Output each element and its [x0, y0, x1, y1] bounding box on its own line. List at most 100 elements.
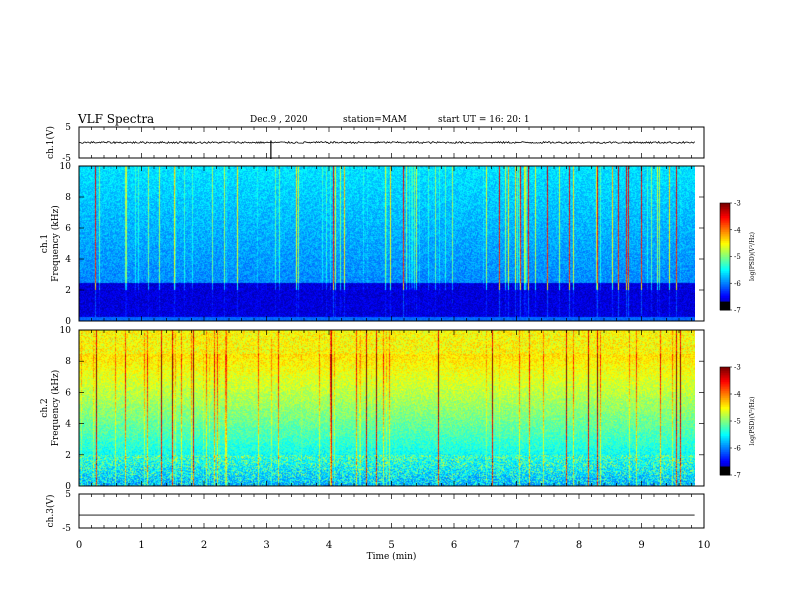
colorbar-cell: [720, 412, 730, 415]
ch1-trace: [78, 140, 695, 145]
colorbar-cell: [720, 424, 730, 427]
colorbar-cell: [720, 268, 730, 272]
x-tick-label: 2: [201, 540, 207, 551]
colorbar-cell: [720, 379, 730, 382]
colorbar-cell: [720, 224, 730, 227]
colorbar-cell: [720, 466, 730, 469]
colorbar-cell: [720, 219, 730, 222]
colorbar-cell: [720, 260, 730, 263]
colorbar-cell: [720, 449, 730, 453]
y-tick-label: 2: [65, 286, 71, 296]
colorbar-cell: [720, 440, 730, 444]
colorbar-cell: [720, 215, 730, 218]
y-axis-label: ch.1(V): [45, 126, 56, 159]
colorbar-cell: [720, 263, 730, 266]
colorbar-cell: [720, 467, 730, 471]
x-tick-label: 5: [388, 540, 394, 551]
x-tick-label: 10: [698, 540, 711, 551]
colorbar-cell: [720, 372, 730, 375]
colorbar-cell: [720, 297, 730, 300]
colorbar-cell: [720, 254, 730, 257]
y-axis-label: ch.3(V): [45, 495, 56, 528]
y-tick-label: 0: [65, 317, 71, 327]
colorbar-cell: [720, 290, 730, 293]
colorbar-cell: [720, 455, 730, 458]
colorbar-cell: [720, 473, 730, 476]
colorbar-cell: [720, 406, 730, 409]
colorbar-cell: [720, 211, 730, 215]
colorbar-cell: [720, 258, 730, 261]
colorbar-cell: [720, 457, 730, 460]
colorbar-cell: [720, 206, 730, 209]
x-tick-label: 1: [138, 540, 144, 551]
figure-title: VLF Spectra: [78, 112, 155, 126]
colorbar-cell: [720, 471, 730, 474]
colorbar-cell: [720, 370, 730, 373]
colorbar-cell: [720, 417, 730, 420]
colorbar-cell: [720, 410, 730, 413]
colorbar-cell: [720, 428, 730, 431]
colorbar-cell: [720, 415, 730, 418]
colorbar-tick-label: -3: [734, 200, 741, 208]
colorbar-cell: [720, 238, 730, 241]
colorbar-cell: [720, 395, 730, 399]
y-tick-label: 5: [65, 123, 71, 133]
colorbar-cell: [720, 383, 730, 386]
colorbar-tick-label: -5: [734, 253, 741, 261]
colorbar-tick-label: -3: [734, 364, 741, 372]
y-tick-label: 2: [65, 451, 71, 461]
colorbar-cell: [720, 301, 730, 304]
colorbar-cell: [720, 245, 730, 249]
colorbar-cell: [720, 433, 730, 436]
colorbar-tick-label: -7: [734, 307, 741, 315]
colorbar-cell: [720, 288, 730, 291]
colorbar-cell: [720, 453, 730, 456]
colorbar-cell: [720, 299, 730, 302]
colorbar-cell: [720, 374, 730, 377]
y-tick-label: 4: [65, 420, 71, 430]
colorbar-cell: [720, 446, 730, 449]
colorbar-cell: [720, 295, 730, 299]
colorbar-cell: [720, 401, 730, 404]
colorbar-cell: [720, 203, 730, 206]
colorbar-cell: [720, 256, 730, 259]
colorbar-tick-label: -5: [734, 418, 741, 426]
colorbar-cell: [720, 419, 730, 422]
colorbar-cell: [720, 222, 730, 225]
y-tick-label: 10: [60, 162, 72, 172]
x-tick-label: 4: [326, 540, 332, 551]
colorbar-cell: [720, 377, 730, 381]
colorbar-cell: [720, 304, 730, 307]
colorbar-cell: [720, 430, 730, 433]
colorbar-cell: [720, 265, 730, 268]
colorbar-cell: [720, 442, 730, 445]
colorbar-cell: [720, 285, 730, 288]
x-tick-label: 0: [76, 540, 82, 551]
colorbar-cell: [720, 213, 730, 216]
colorbar-cell: [720, 286, 730, 290]
colorbar-cell: [720, 244, 730, 247]
y-tick-label: -5: [62, 154, 71, 164]
colorbar-cell: [720, 251, 730, 254]
y-axis-label: Frequency (kHz): [50, 370, 61, 447]
y-tick-label: 10: [60, 326, 72, 336]
colorbar-cell: [720, 204, 730, 208]
colorbar-cell: [720, 413, 730, 417]
x-axis-label: Time (min): [367, 551, 417, 562]
x-tick-label: 9: [638, 540, 644, 551]
colorbar-cell: [720, 217, 730, 220]
colorbar-cell: [720, 220, 730, 224]
colorbar-cell: [720, 233, 730, 236]
colorbar-cell: [720, 306, 730, 309]
colorbar-cell: [720, 208, 730, 211]
colorbar-cell: [720, 458, 730, 462]
colorbar-tick-label: -4: [734, 391, 741, 399]
colorbar-cell: [720, 397, 730, 400]
colorbar-cell: [720, 293, 730, 297]
colorbar-cell: [720, 376, 730, 379]
y-tick-label: 5: [65, 490, 71, 500]
y-tick-label: 8: [65, 193, 71, 203]
colorbar-cell: [720, 394, 730, 397]
colorbar-cell: [720, 404, 730, 408]
